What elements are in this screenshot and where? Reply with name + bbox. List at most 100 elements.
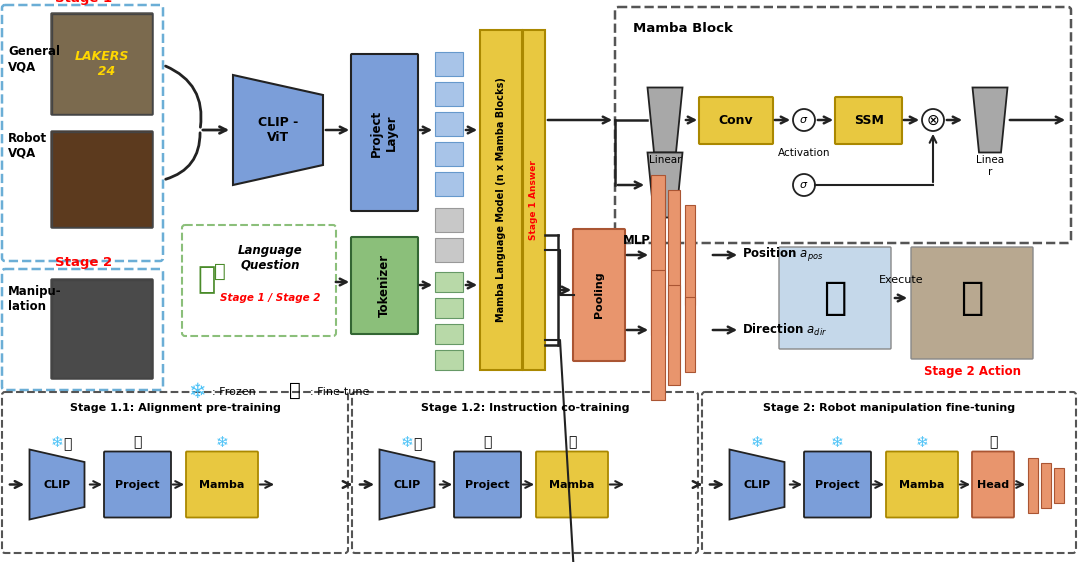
Bar	[685, 205, 696, 305]
FancyBboxPatch shape	[536, 451, 608, 518]
Text: Linear: Linear	[649, 155, 681, 165]
Bar	[651, 270, 665, 400]
Text: Project: Project	[814, 479, 860, 490]
Text: Position $a_{pos}$: Position $a_{pos}$	[742, 246, 823, 264]
Bar	[1041, 463, 1051, 507]
Text: Stage 2: Robot manipulation fine-tuning: Stage 2: Robot manipulation fine-tuning	[762, 403, 1015, 413]
Bar	[685, 297, 696, 372]
FancyBboxPatch shape	[51, 131, 153, 228]
Bar	[435, 112, 463, 136]
Bar	[52, 280, 152, 378]
Text: ❄: ❄	[916, 435, 929, 450]
Text: Head: Head	[977, 479, 1009, 490]
Bar	[52, 132, 152, 227]
Bar	[1054, 468, 1064, 502]
Text: 👤: 👤	[198, 265, 216, 294]
Text: Stage 1: Stage 1	[55, 0, 112, 5]
Polygon shape	[233, 75, 323, 185]
Bar	[1028, 457, 1038, 513]
Bar	[523, 30, 545, 370]
Text: CLIP: CLIP	[743, 479, 771, 490]
Text: : Fine-tune: : Fine-tune	[310, 387, 369, 397]
Text: 🔥: 🔥	[483, 436, 491, 450]
Text: ❄: ❄	[216, 435, 228, 450]
Text: 🤖: 🤖	[960, 279, 984, 317]
Text: MLP: MLP	[623, 234, 651, 247]
Text: Direction $a_{dir}$: Direction $a_{dir}$	[742, 322, 827, 338]
Text: Conv: Conv	[718, 114, 754, 126]
Text: : Frozen: : Frozen	[212, 387, 256, 397]
Text: 🦾: 🦾	[823, 279, 847, 317]
Text: Linea
r: Linea r	[976, 155, 1004, 176]
Text: Mamba Language Model (n x Mamba Blocks): Mamba Language Model (n x Mamba Blocks)	[496, 78, 507, 323]
Bar	[435, 208, 463, 232]
FancyBboxPatch shape	[104, 451, 171, 518]
Text: Stage 1.1: Alignment pre-training: Stage 1.1: Alignment pre-training	[69, 403, 281, 413]
Text: 🔥: 🔥	[133, 436, 141, 450]
FancyBboxPatch shape	[51, 279, 153, 379]
Text: ❄: ❄	[188, 382, 206, 402]
FancyBboxPatch shape	[886, 451, 958, 518]
Bar	[52, 280, 152, 378]
Polygon shape	[972, 88, 1008, 152]
Bar	[52, 14, 152, 114]
Text: General
VQA: General VQA	[8, 45, 60, 73]
Text: Execute: Execute	[879, 275, 923, 285]
Bar	[435, 272, 463, 292]
Text: $\sigma$: $\sigma$	[799, 115, 809, 125]
Text: 🔥: 🔥	[568, 436, 577, 450]
Circle shape	[922, 109, 944, 131]
Text: ❄: ❄	[51, 435, 64, 450]
Text: Language
Question: Language Question	[238, 244, 302, 272]
Text: 📢: 📢	[214, 261, 226, 280]
Text: Project
Layer: Project Layer	[370, 110, 399, 157]
Text: $\otimes$: $\otimes$	[927, 112, 940, 128]
Bar	[435, 324, 463, 344]
Bar	[669, 285, 680, 385]
Text: Mamba: Mamba	[200, 479, 245, 490]
Circle shape	[793, 174, 815, 196]
Text: CLIP -
ViT: CLIP - ViT	[258, 116, 298, 144]
Text: LAKERS
  24: LAKERS 24	[75, 50, 130, 78]
Bar	[435, 82, 463, 106]
FancyBboxPatch shape	[912, 247, 1032, 359]
FancyBboxPatch shape	[804, 451, 870, 518]
FancyBboxPatch shape	[351, 237, 418, 334]
Text: Pooling: Pooling	[594, 271, 604, 318]
Text: 🔥: 🔥	[289, 380, 301, 400]
Text: Stage 1 Answer: Stage 1 Answer	[529, 160, 539, 240]
FancyBboxPatch shape	[699, 97, 773, 144]
FancyBboxPatch shape	[779, 247, 891, 349]
FancyBboxPatch shape	[573, 229, 625, 361]
Text: 🔥: 🔥	[989, 436, 997, 450]
Text: Mamba: Mamba	[900, 479, 945, 490]
Bar	[435, 52, 463, 76]
Text: Stage 2 Action: Stage 2 Action	[923, 365, 1021, 378]
Polygon shape	[29, 450, 84, 519]
Text: 🔥: 🔥	[413, 437, 421, 451]
FancyBboxPatch shape	[186, 451, 258, 518]
Bar	[669, 190, 680, 320]
Text: Mamba: Mamba	[550, 479, 595, 490]
Text: Stage 1.2: Instruction co-training: Stage 1.2: Instruction co-training	[421, 403, 630, 413]
Polygon shape	[648, 88, 683, 152]
Text: CLIP: CLIP	[393, 479, 420, 490]
Polygon shape	[729, 450, 784, 519]
FancyBboxPatch shape	[972, 451, 1014, 518]
Bar	[435, 142, 463, 166]
Text: Mamba Block: Mamba Block	[633, 22, 733, 35]
Bar	[435, 238, 463, 262]
Text: Stage 1 / Stage 2: Stage 1 / Stage 2	[219, 293, 321, 303]
Bar	[52, 132, 152, 227]
FancyBboxPatch shape	[51, 13, 153, 115]
Bar	[435, 172, 463, 196]
Text: ❄: ❄	[751, 435, 764, 450]
FancyBboxPatch shape	[351, 54, 418, 211]
Text: ❄: ❄	[831, 435, 843, 450]
Text: Manipu-
lation: Manipu- lation	[8, 285, 62, 313]
Text: CLIP: CLIP	[43, 479, 70, 490]
Bar	[480, 30, 522, 370]
FancyBboxPatch shape	[454, 451, 521, 518]
FancyBboxPatch shape	[835, 97, 902, 144]
Bar	[435, 298, 463, 318]
